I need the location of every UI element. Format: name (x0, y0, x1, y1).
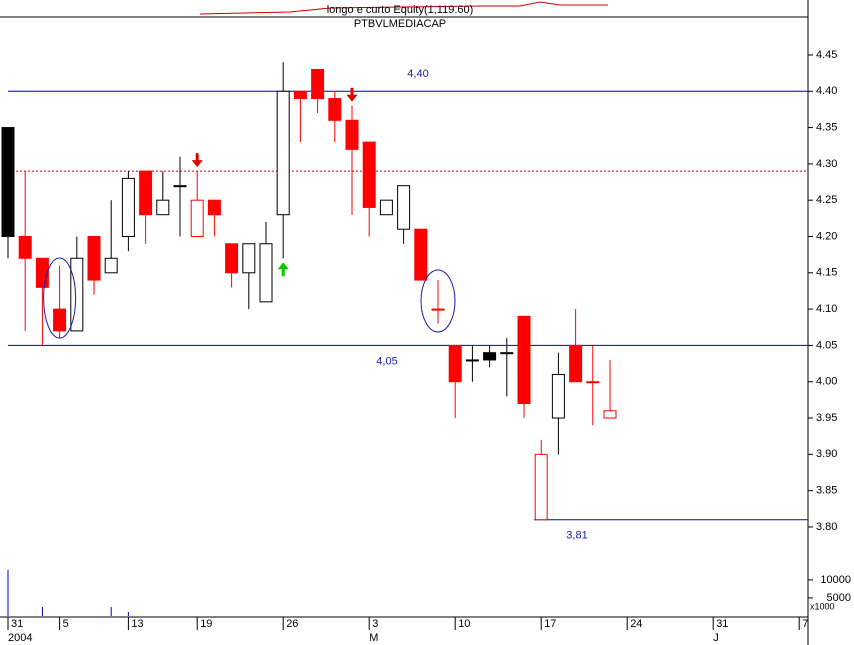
x-tick-label: 17 (544, 618, 556, 630)
candle-body (328, 98, 342, 121)
candle-body (156, 199, 170, 216)
x-tick-label: 24 (630, 618, 642, 630)
x-tick-label: 13 (131, 618, 143, 630)
x-tick-label: 31 (716, 618, 728, 630)
reference-label: 4,40 (407, 68, 428, 80)
candle-body (483, 352, 497, 361)
candle-body (517, 315, 531, 405)
x-tick-label: 26 (286, 618, 298, 630)
y-tick-label: 4.35 (816, 121, 837, 133)
period-label: J (713, 632, 719, 644)
candle-body (293, 90, 307, 100)
candle-body (139, 170, 153, 216)
candle-body (259, 243, 273, 303)
y-tick-label: 3.85 (816, 485, 837, 497)
x-tick-label: 31 (11, 618, 23, 630)
period-label: 2004 (8, 632, 32, 644)
candle-body (70, 257, 84, 332)
candle-body (190, 199, 204, 237)
x-tick-label: 5 (63, 618, 69, 630)
y-tick-label: 3.80 (816, 521, 837, 533)
candle-body (414, 228, 428, 281)
candle-body (242, 243, 256, 274)
volume-unit: x1000 (810, 601, 835, 611)
x-tick-label: 3 (372, 618, 378, 630)
candle-body (345, 119, 359, 150)
candle-body (104, 257, 118, 274)
candle-body (551, 373, 565, 419)
candle-body (379, 199, 393, 216)
highlight-ellipse (43, 257, 77, 339)
chart-subtitle: PTBVLMEDIACAP (354, 18, 446, 30)
chart-title: longo e curto Equity(1,119.60) (327, 4, 474, 16)
y-tick-label: 3.95 (816, 412, 837, 424)
candle-body (18, 235, 32, 259)
candle-body (87, 235, 101, 281)
signal-arrow (191, 153, 203, 168)
signal-arrow (346, 87, 358, 102)
candle-body (362, 141, 376, 208)
candle-body (1, 127, 15, 237)
candle-body (448, 344, 462, 383)
candle-body (173, 185, 187, 188)
candle-body (35, 257, 49, 288)
x-tick-label: 7 (802, 618, 808, 630)
candle-body (586, 381, 600, 384)
candle-body (431, 308, 445, 311)
y-tick-label: 4.40 (816, 85, 837, 97)
x-tick-label: 19 (200, 618, 212, 630)
y-tick-label: 4.45 (816, 49, 837, 61)
candle-body (534, 453, 548, 521)
indicator-line (199, 1, 608, 15)
candle-body (53, 308, 67, 332)
reference-label: 3,81 (566, 530, 587, 542)
y-tick-label: 4.10 (816, 303, 837, 315)
y-tick-label: 4.05 (816, 339, 837, 351)
highlight-ellipse (420, 269, 456, 333)
y-tick-label: 4.00 (816, 376, 837, 388)
candle-body (500, 352, 514, 355)
signal-arrow (277, 262, 289, 277)
y-tick-label: 4.20 (816, 230, 837, 242)
y-tick-label: 4.25 (816, 194, 837, 206)
candle-body (207, 199, 221, 216)
candle-body (311, 68, 325, 100)
y-tick-label: 4.30 (816, 158, 837, 170)
candle-body (569, 344, 583, 383)
volume-tick-label: 5000 (827, 592, 851, 604)
reference-label: 4,05 (376, 355, 397, 367)
candle-body (465, 359, 479, 362)
period-label: M (369, 632, 378, 644)
y-tick-label: 4.15 (816, 267, 837, 279)
candle-body (225, 243, 239, 274)
candle-body (121, 177, 135, 237)
candle-body (603, 410, 617, 419)
volume-tick-label: 10000 (820, 574, 851, 586)
candle-body (276, 90, 290, 216)
x-tick-label: 10 (458, 618, 470, 630)
candle-body (397, 185, 411, 230)
y-tick-label: 3.90 (816, 448, 837, 460)
